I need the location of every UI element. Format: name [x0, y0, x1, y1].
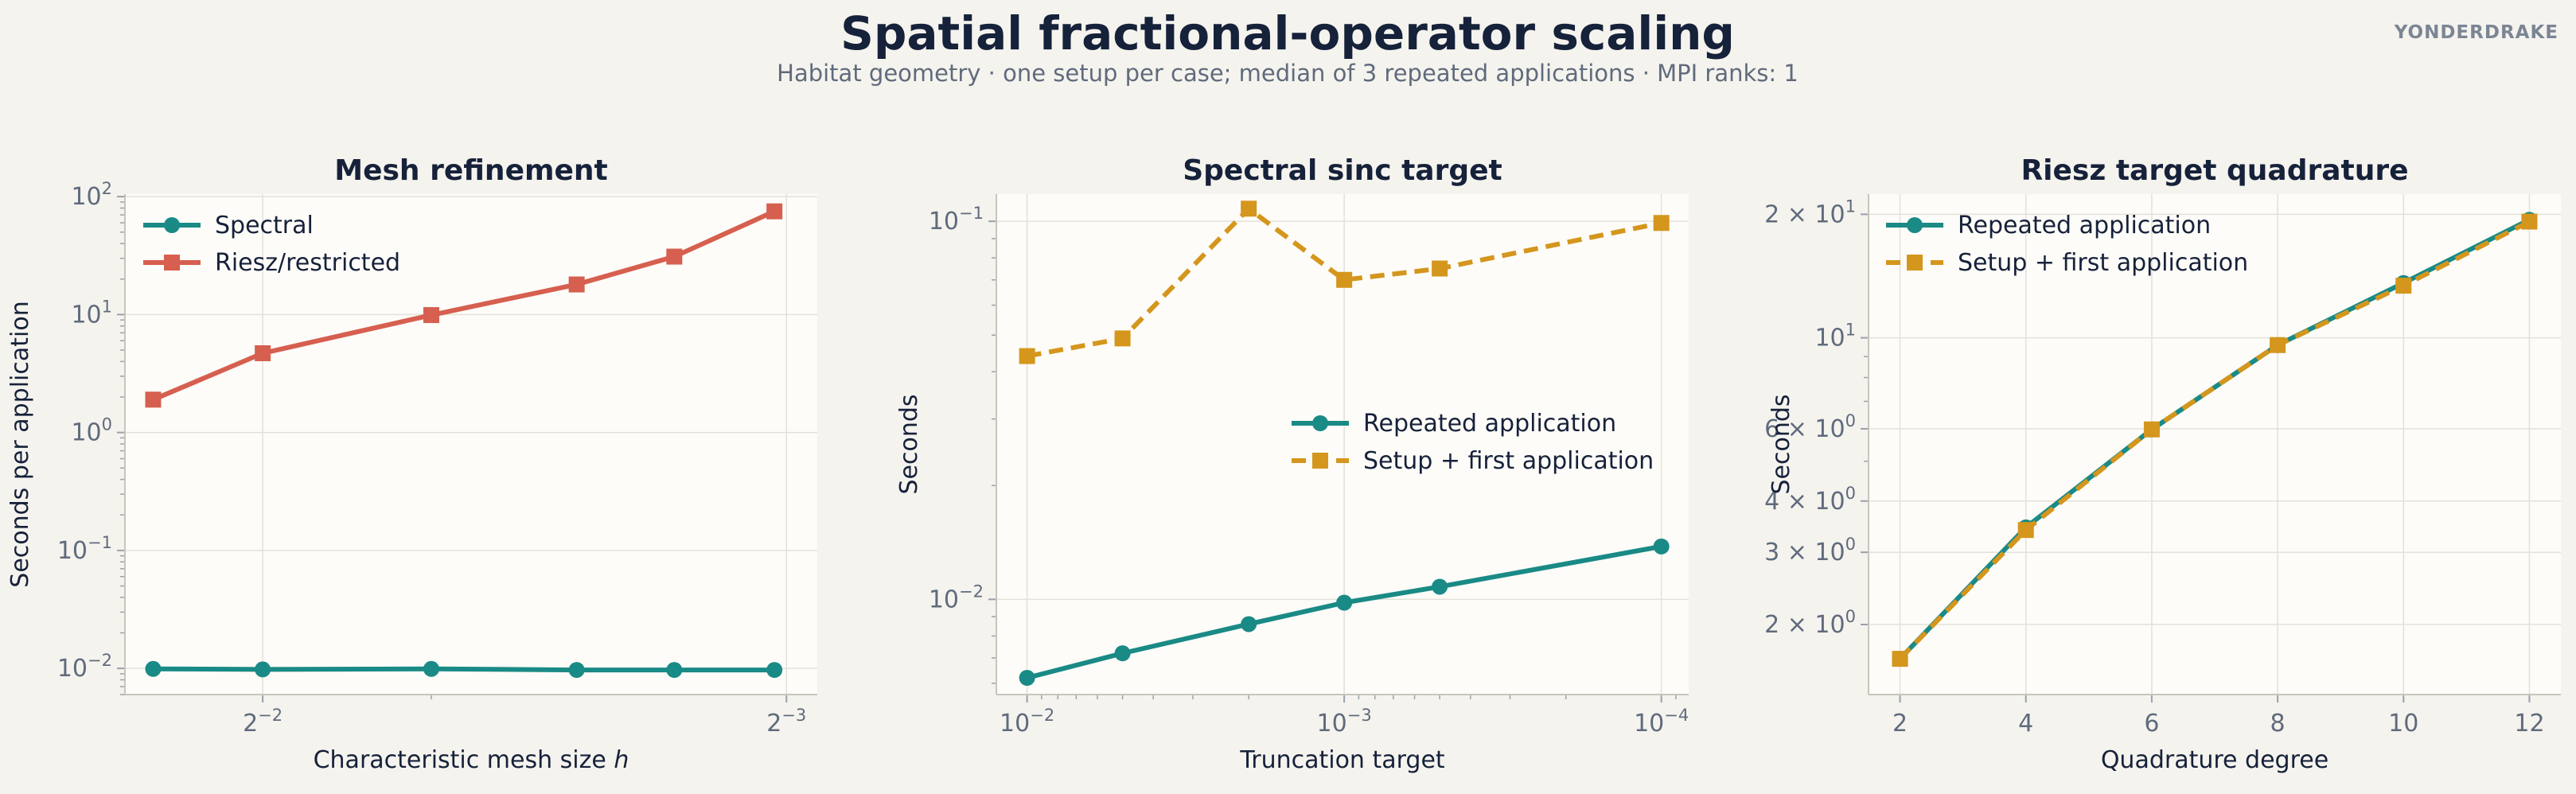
y-tick-label: 102: [71, 179, 112, 211]
y-tick-label: 2 × 100: [1764, 607, 1856, 639]
data-point: [1336, 271, 1353, 288]
data-point: [1653, 215, 1670, 232]
data-point: [1114, 645, 1131, 662]
plot-area: [1869, 194, 2561, 695]
x-axis-label: Truncation target: [1239, 746, 1445, 774]
data-point: [423, 660, 439, 677]
y-tick-label: 6 × 100: [1764, 411, 1856, 443]
y-tick-label: 101: [1814, 321, 1856, 352]
panel-title: Mesh refinement: [334, 154, 608, 187]
data-point: [2017, 522, 2034, 539]
data-point: [666, 248, 683, 265]
data-point: [145, 660, 162, 677]
legend-marker: [164, 255, 180, 271]
data-point: [255, 661, 271, 678]
data-point: [1114, 330, 1131, 347]
legend-label: Spectral: [215, 212, 314, 239]
x-axis-label: Characteristic mesh size h: [314, 746, 629, 774]
legend: Spectral Riesz/restricted: [143, 212, 400, 277]
legend-label: Setup + first application: [1958, 249, 2248, 277]
chart-panel-2: 10−2 10−1 10−2 10−3 10−4 Spectral sinc target…: [895, 154, 1689, 774]
data-point: [255, 344, 271, 361]
data-point: [145, 391, 162, 408]
series-line: [1898, 219, 2531, 661]
x-tick-label: 6: [2144, 710, 2159, 738]
y-tick-label: 101: [71, 297, 112, 329]
panel-title: Spectral sinc target: [1183, 154, 1502, 187]
figure-subtitle: Habitat geometry · one setup per case; m…: [777, 60, 1799, 87]
y-tick-label: 4 × 100: [1764, 484, 1856, 516]
data-point: [423, 307, 439, 324]
data-point: [2521, 213, 2538, 230]
data-point: [1432, 260, 1448, 277]
y-tick-label: 100: [71, 415, 112, 447]
data-point: [1241, 616, 1257, 632]
series-line: [152, 208, 776, 403]
x-tick-label: 2: [1892, 710, 1908, 738]
chart-panel-1: 10−2 10−1 100 101 102 2−2 2−3 Mesh refinement Ch…: [6, 154, 817, 774]
series-spectral: [145, 660, 783, 679]
x-tick-label: 10−3: [1317, 706, 1372, 738]
legend-marker: [1907, 217, 1923, 233]
legend-label: Riesz/restricted: [215, 249, 400, 277]
panel-title: Riesz target quadrature: [2021, 154, 2408, 187]
series-line: [1027, 206, 1662, 359]
legend-label: Repeated application: [1363, 410, 1616, 438]
data-point: [666, 662, 683, 679]
x-tick-label: 10: [2388, 710, 2418, 738]
y-tick-label: 3 × 100: [1764, 535, 1856, 566]
y-axis-label: Seconds: [895, 394, 923, 494]
legend-marker: [1312, 415, 1328, 431]
x-tick-label: 2−3: [766, 706, 806, 738]
data-point: [766, 662, 783, 679]
plot-area: [125, 194, 817, 695]
y-axis-label: Seconds: [1767, 394, 1795, 494]
y-tick-label: 2 × 101: [1764, 197, 1856, 228]
series-setup-first-application: [1892, 213, 2538, 668]
legend-label: Repeated application: [1958, 212, 2211, 239]
data-point: [1892, 651, 1908, 668]
plot-area: [996, 194, 1689, 695]
data-point: [766, 203, 783, 220]
x-tick-label: 2−2: [243, 706, 283, 738]
data-point: [1019, 669, 1035, 686]
legend-marker: [1312, 453, 1328, 469]
data-point: [2143, 421, 2160, 438]
legend: Repeated application Setup + first applic…: [1292, 410, 1654, 475]
series-riesz-restricted: [145, 203, 783, 408]
legend-label: Setup + first application: [1363, 447, 1654, 475]
legend-marker: [1907, 255, 1923, 271]
brand-label: YONDERDRAKE: [2394, 22, 2558, 43]
y-axis-label: Seconds per application: [6, 301, 34, 587]
x-tick-label: 12: [2514, 710, 2544, 738]
x-axis-label: Quadrature degree: [2101, 746, 2329, 774]
data-point: [1432, 578, 1448, 595]
chart-panel-3: 2 × 100 3 × 100 4 × 100 6 × 100 101 2 × 101 2 4…: [1764, 154, 2561, 774]
y-tick-label: 10−1: [929, 204, 984, 235]
data-point: [2395, 278, 2412, 294]
x-tick-label: 8: [2270, 710, 2286, 738]
data-point: [1336, 594, 1353, 611]
y-tick-label: 10−2: [57, 651, 112, 683]
series-line: [1026, 543, 1662, 680]
data-point: [1653, 538, 1670, 555]
y-tick-label: 10−2: [929, 582, 984, 613]
series-repeated-application: [1019, 538, 1670, 686]
x-tick-label: 10−4: [1634, 706, 1689, 738]
figure-title: Spatial fractional-operator scaling: [840, 6, 1735, 60]
legend: Repeated application Setup + first applic…: [1886, 212, 2248, 277]
series-setup-first-application: [1019, 200, 1670, 364]
y-tick-label: 10−1: [57, 533, 112, 565]
series-line: [153, 666, 775, 673]
data-point: [2270, 337, 2286, 353]
x-tick-label: 4: [2018, 710, 2033, 738]
data-point: [1019, 348, 1035, 364]
data-point: [1241, 200, 1257, 217]
data-point: [568, 276, 585, 293]
data-point: [568, 662, 585, 679]
legend-marker: [164, 217, 180, 233]
x-tick-label: 10−2: [1000, 706, 1054, 738]
